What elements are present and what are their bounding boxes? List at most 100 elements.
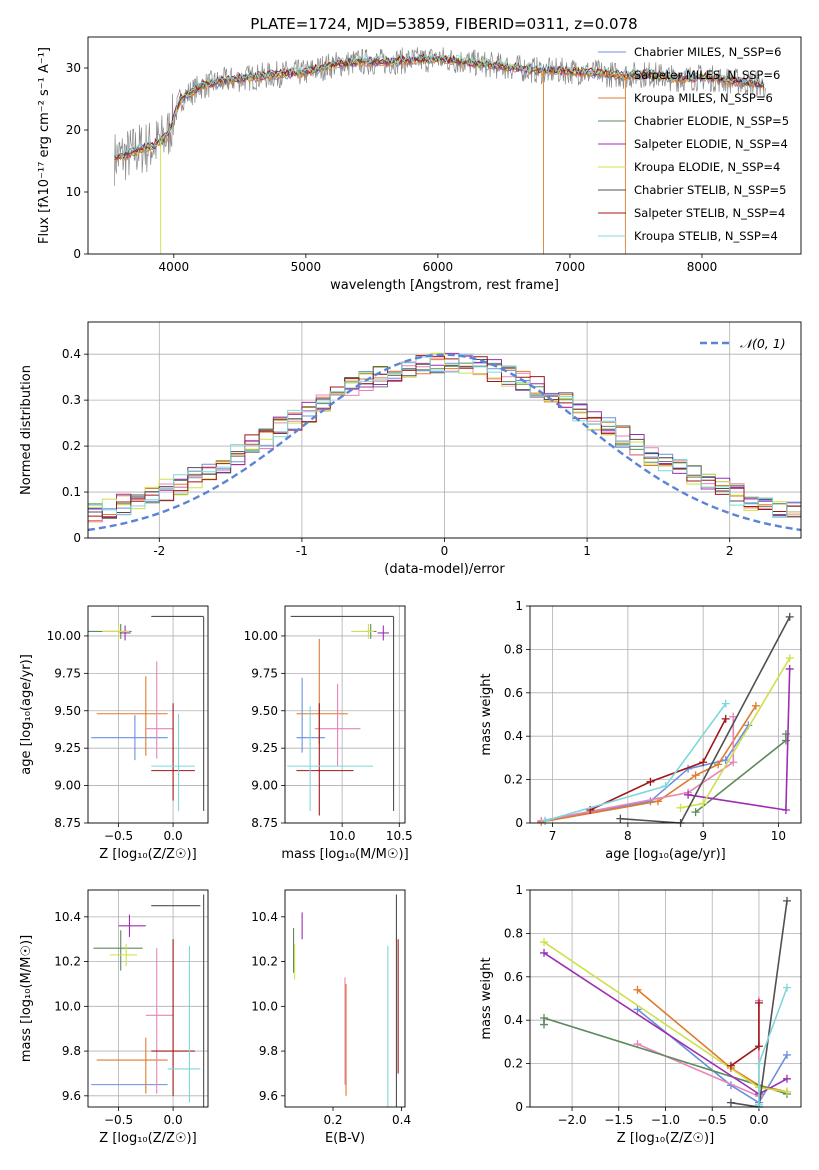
massweight-point-marker bbox=[726, 1098, 735, 1107]
x-axis-label: wavelength [Angstrom, rest frame] bbox=[330, 278, 559, 293]
figure-title: PLATE=1724, MJD=53859, FIBERID=0311, z=0… bbox=[250, 15, 637, 33]
massweight-point-marker bbox=[540, 1014, 549, 1023]
x-axis-label: (data-model)/error bbox=[384, 562, 505, 577]
x-tick-label: 0.4 bbox=[392, 1113, 411, 1127]
axes-frame bbox=[87, 36, 802, 255]
x-tick-label: 0.0 bbox=[749, 1113, 768, 1127]
axes-frame bbox=[87, 605, 209, 824]
massweight-point-marker bbox=[721, 714, 730, 723]
x-tick-label: 8 bbox=[624, 829, 632, 843]
massweight-point-marker bbox=[782, 1050, 791, 1059]
massweight-point-marker bbox=[785, 664, 794, 673]
x-tick-label: -1 bbox=[296, 544, 308, 558]
legend-label: Chabrier MILES, N_SSP=6 bbox=[634, 45, 781, 59]
massweight-point-marker bbox=[676, 803, 685, 812]
massweight-point-marker bbox=[540, 948, 549, 957]
x-tick-label: 5000 bbox=[291, 260, 322, 274]
massweight-point-marker bbox=[714, 760, 723, 769]
y-tick-label: 10.0 bbox=[54, 999, 81, 1013]
y-tick-label: 0.1 bbox=[62, 485, 81, 499]
x-tick-label: −0.5 bbox=[104, 829, 133, 843]
x-tick-label: 4000 bbox=[159, 260, 190, 274]
legend-label: Kroupa STELIB, N_SSP=4 bbox=[634, 229, 778, 243]
massweight-series-line bbox=[541, 716, 735, 822]
massweight-point-marker bbox=[754, 1100, 763, 1109]
massweight-point-marker bbox=[782, 1074, 791, 1083]
y-axis-label: Normed distribution bbox=[19, 365, 34, 495]
y-tick-label: 0.8 bbox=[504, 642, 523, 656]
massweight-point-marker bbox=[646, 797, 655, 806]
axes-frame bbox=[529, 605, 802, 824]
y-tick-label: 10.4 bbox=[54, 910, 81, 924]
axes-frame bbox=[87, 889, 209, 1108]
y-tick-label: 0 bbox=[515, 1100, 523, 1114]
y-tick-label: 0 bbox=[73, 531, 81, 545]
massweight-point-marker bbox=[751, 701, 760, 710]
model-spectrum-line bbox=[114, 53, 765, 159]
massweight-point-marker bbox=[541, 816, 550, 825]
x-tick-label: 2 bbox=[726, 544, 734, 558]
axes-frame bbox=[529, 889, 802, 1108]
massweight-series-line bbox=[730, 1002, 760, 1067]
x-tick-label: 7000 bbox=[555, 260, 586, 274]
massweight-point-marker bbox=[785, 654, 794, 663]
x-tick-label: 0.2 bbox=[323, 1113, 342, 1127]
legend-label: Chabrier STELIB, N_SSP=5 bbox=[634, 183, 786, 197]
y-tick-label: 10.00 bbox=[244, 629, 278, 643]
axes-frame bbox=[284, 889, 406, 1108]
x-tick-label: −1.5 bbox=[604, 1113, 633, 1127]
y-tick-label: 30 bbox=[66, 61, 81, 75]
massweight-point-marker bbox=[782, 1087, 791, 1096]
y-tick-label: 9.75 bbox=[251, 666, 278, 680]
massweight-series-line bbox=[695, 734, 787, 813]
y-tick-label: 20 bbox=[66, 123, 81, 137]
x-tick-label: 7 bbox=[549, 829, 557, 843]
massweight-point-marker bbox=[633, 985, 642, 994]
x-tick-label: 8000 bbox=[687, 260, 718, 274]
y-tick-label: 0.2 bbox=[504, 1057, 523, 1071]
massweight-series-line bbox=[620, 616, 791, 823]
y-tick-label: 9.8 bbox=[259, 1044, 278, 1058]
y-axis-label: mass weight bbox=[479, 957, 494, 1039]
massweight-point-marker bbox=[616, 814, 625, 823]
massweight-series-line bbox=[636, 1008, 788, 1104]
x-axis-label: Z [log₁₀(Z/Z☉)] bbox=[99, 847, 196, 862]
y-axis-label: mass [log₁₀(M/M☉)] bbox=[19, 935, 34, 1062]
y-tick-label: 9.50 bbox=[251, 704, 278, 718]
y-tick-label: 9.6 bbox=[62, 1089, 81, 1103]
x-tick-label: −0.5 bbox=[698, 1113, 727, 1127]
mass-vs-metallicity-plot: −0.5 0.0 9.6 9.8 10.0 10.2 10.4 Z [log₁₀(Z/Z☉)]… bbox=[19, 889, 209, 1146]
x-tick-label: 9 bbox=[699, 829, 707, 843]
x-axis-label: Z [log₁₀(Z/Z☉)] bbox=[99, 1131, 196, 1146]
y-tick-label: 9.8 bbox=[62, 1044, 81, 1058]
y-tick-label: 10.0 bbox=[251, 999, 278, 1013]
x-tick-label: 0.0 bbox=[164, 829, 183, 843]
x-tick-label: 10 bbox=[771, 829, 786, 843]
y-tick-label: 9.6 bbox=[259, 1089, 278, 1103]
massweight-point-marker bbox=[721, 699, 730, 708]
legend-label: 𝒩(0, 1) bbox=[740, 336, 786, 351]
y-tick-label: 8.75 bbox=[54, 816, 81, 830]
y-tick-label: 0.2 bbox=[62, 439, 81, 453]
massweight-point-marker bbox=[540, 938, 549, 947]
x-tick-label: 10.0 bbox=[329, 829, 356, 843]
x-tick-label: −0.5 bbox=[104, 1113, 133, 1127]
massweight-point-marker bbox=[699, 799, 708, 808]
spectrum-plot: 4000 5000 6000 7000 8000 0 10 20 30 wavelength [A… bbox=[37, 36, 802, 293]
massweight-vs-age-plot: 7 8 9 10 0 0.2 0.4 0.6 0.8 1 age [log₁₀(age/yr)] ma… bbox=[479, 599, 802, 862]
massweight-point-marker bbox=[691, 808, 700, 817]
massweight-point-marker bbox=[699, 758, 708, 767]
residual-histogram-step bbox=[88, 355, 801, 518]
legend-label: Chabrier ELODIE, N_SSP=5 bbox=[634, 114, 789, 128]
x-tick-label: -2 bbox=[153, 544, 165, 558]
y-tick-label: 1 bbox=[515, 599, 523, 613]
y-tick-label: 0.2 bbox=[504, 773, 523, 787]
massweight-point-marker bbox=[691, 771, 700, 780]
x-tick-label: −1.0 bbox=[651, 1113, 680, 1127]
massweight-point-marker bbox=[782, 983, 791, 992]
y-tick-label: 0.4 bbox=[504, 729, 523, 743]
massweight-point-marker bbox=[684, 790, 693, 799]
y-tick-label: 10.2 bbox=[251, 955, 278, 969]
axes-frame bbox=[284, 605, 406, 824]
